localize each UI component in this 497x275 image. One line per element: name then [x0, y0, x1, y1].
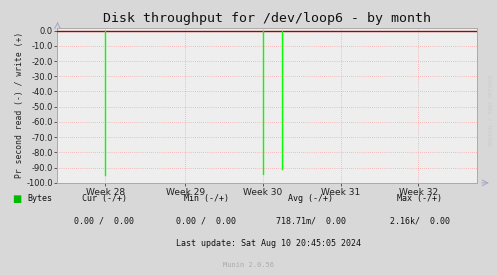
- Y-axis label: Pr second read (-) / write (+): Pr second read (-) / write (+): [14, 32, 23, 178]
- Text: Munin 2.0.56: Munin 2.0.56: [223, 262, 274, 268]
- Text: 0.00 /  0.00: 0.00 / 0.00: [75, 216, 134, 226]
- Text: Last update: Sat Aug 10 20:45:05 2024: Last update: Sat Aug 10 20:45:05 2024: [176, 239, 361, 248]
- Text: Bytes: Bytes: [27, 194, 52, 203]
- Text: RRDTOOL / TOBI OETIKER: RRDTOOL / TOBI OETIKER: [489, 74, 494, 146]
- Text: Cur (-/+): Cur (-/+): [82, 194, 127, 203]
- Text: Min (-/+): Min (-/+): [184, 194, 229, 203]
- Text: Avg (-/+): Avg (-/+): [288, 194, 333, 203]
- Text: 2.16k/  0.00: 2.16k/ 0.00: [390, 216, 450, 226]
- Title: Disk throughput for /dev/loop6 - by month: Disk throughput for /dev/loop6 - by mont…: [103, 12, 431, 25]
- Text: 718.71m/  0.00: 718.71m/ 0.00: [276, 216, 345, 226]
- Text: 0.00 /  0.00: 0.00 / 0.00: [176, 216, 236, 226]
- Text: Max (-/+): Max (-/+): [398, 194, 442, 203]
- Text: ■: ■: [12, 194, 22, 204]
